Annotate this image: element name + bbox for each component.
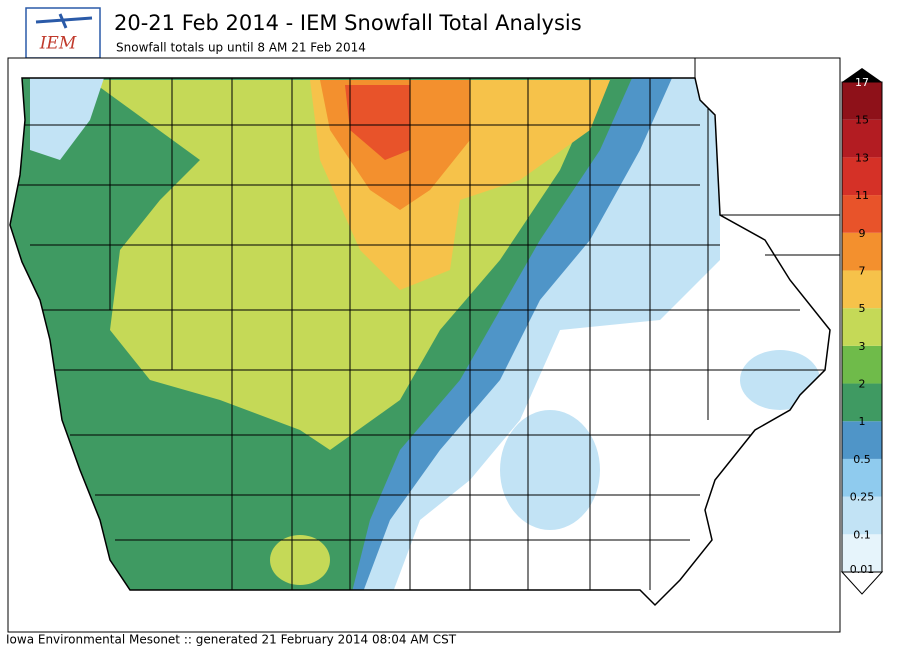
colorbar-label: 7 xyxy=(859,264,866,277)
title: 20-21 Feb 2014 - IEM Snowfall Total Anal… xyxy=(114,11,582,35)
colorbar-label: 0.1 xyxy=(853,528,871,541)
iowa-outline xyxy=(9,77,831,607)
colorbar-label: 15 xyxy=(855,114,869,127)
logo: IEM xyxy=(25,7,101,59)
state-borders xyxy=(694,58,840,256)
colorbar-label: 3 xyxy=(859,340,866,353)
colorbar-band xyxy=(842,534,882,572)
subtitle: Snowfall totals up until 8 AM 21 Feb 201… xyxy=(116,41,366,55)
colorbar-label: 0.01 xyxy=(850,563,875,576)
colorbar: 0.01 0.1 0.25 0.5 1 2 3 5 7 9 11 13 15 17 xyxy=(840,68,884,595)
colorbar-label: 5 xyxy=(859,302,866,315)
colorbar-band xyxy=(842,157,882,196)
colorbar-label: 9 xyxy=(859,227,866,240)
colorbar-band xyxy=(842,458,882,497)
colorbar-band xyxy=(842,308,882,346)
colorbar-band xyxy=(842,119,882,158)
colorbar-frame xyxy=(841,81,883,573)
map-fill xyxy=(10,78,830,605)
colorbar-label: 13 xyxy=(855,151,869,164)
colorbar-label: 17 xyxy=(855,76,869,89)
colorbar-band xyxy=(842,232,882,271)
colorbar-band xyxy=(842,383,882,422)
colorbar-band xyxy=(842,496,882,535)
colorbar-band xyxy=(842,421,882,459)
colorbar-label: 11 xyxy=(855,189,869,202)
colorbar-label: 1 xyxy=(859,415,866,428)
colorbar-label: 2 xyxy=(859,378,866,391)
colorbar-arrow-top xyxy=(842,68,882,82)
colorbar-band xyxy=(842,82,882,120)
colorbar-label: 0.5 xyxy=(853,453,871,466)
colorbar-band xyxy=(842,270,882,309)
logo-text: IEM xyxy=(39,34,77,54)
footer: Iowa Environmental Mesonet :: generated … xyxy=(6,633,457,647)
colorbar-label: 0.25 xyxy=(850,491,875,504)
colorbar-band xyxy=(842,345,882,384)
colorbar-band xyxy=(842,195,882,233)
